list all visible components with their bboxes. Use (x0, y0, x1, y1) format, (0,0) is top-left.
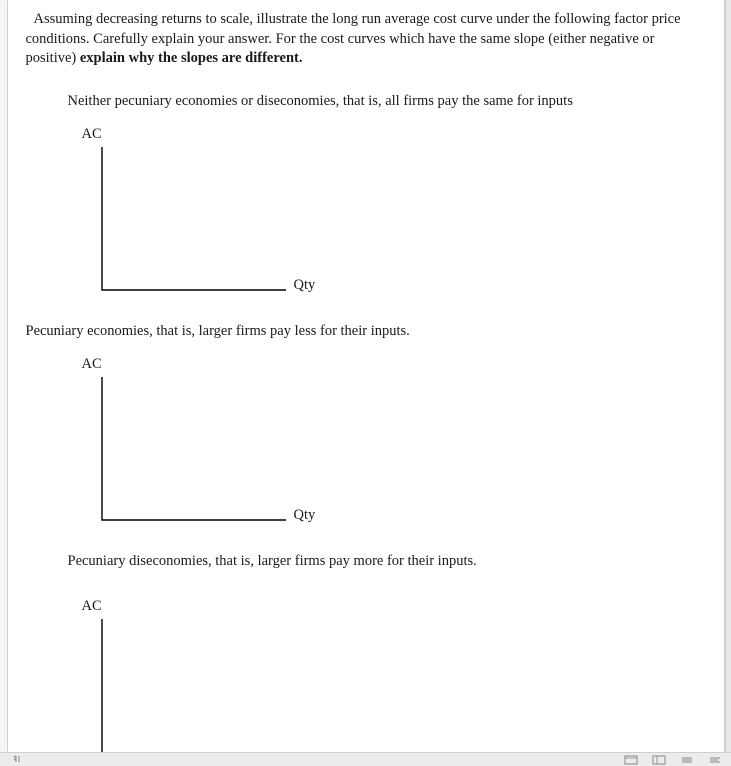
chart-2: AC Qty (68, 356, 706, 525)
view-mode-icon-1[interactable] (623, 755, 639, 765)
intro-paragraph: Assuming decreasing returns to scale, il… (26, 10, 706, 69)
chart-3: AC Qty (68, 598, 706, 763)
axes-svg (98, 617, 298, 763)
section-2-title: Pecuniary economies, that is, larger fir… (26, 323, 706, 340)
paragraph-mark-icon[interactable] (14, 754, 28, 764)
section-3-title-wrap: Pecuniary diseconomies, that is, larger … (68, 553, 706, 570)
section-1: Neither pecuniary economies or diseconom… (68, 93, 706, 295)
chart-1: AC Qty (68, 126, 706, 295)
axes-svg (98, 145, 298, 295)
chart-1-x-label: Qty (294, 277, 316, 294)
status-bar (0, 752, 731, 766)
axes-svg (98, 375, 298, 525)
chart-1-axes: Qty (98, 145, 298, 295)
section-2: Pecuniary economies, that is, larger fir… (26, 323, 706, 525)
intro-line3-bold: explain why the slopes are different. (80, 50, 303, 66)
chart-3-y-label: AC (82, 598, 706, 615)
view-mode-icon-2[interactable] (651, 755, 667, 765)
chart-3-axes: Qty (98, 617, 298, 763)
chart-2-axes: Qty (98, 375, 298, 525)
section-3-title: Pecuniary diseconomies, that is, larger … (68, 553, 477, 569)
chart-2-y-label: AC (82, 356, 706, 373)
section-1-title: Neither pecuniary economies or diseconom… (68, 93, 706, 110)
chart-1-y-label: AC (82, 126, 706, 143)
vertical-ruler (725, 0, 731, 766)
intro-line1: Assuming decreasing returns to scale, il… (34, 11, 611, 27)
document-page: Assuming decreasing returns to scale, il… (7, 0, 725, 752)
view-mode-icon-3[interactable] (679, 755, 695, 765)
view-mode-icon-4[interactable] (707, 755, 723, 765)
section-3: Pecuniary diseconomies, that is, larger … (68, 553, 706, 763)
chart-2-x-label: Qty (294, 507, 316, 524)
